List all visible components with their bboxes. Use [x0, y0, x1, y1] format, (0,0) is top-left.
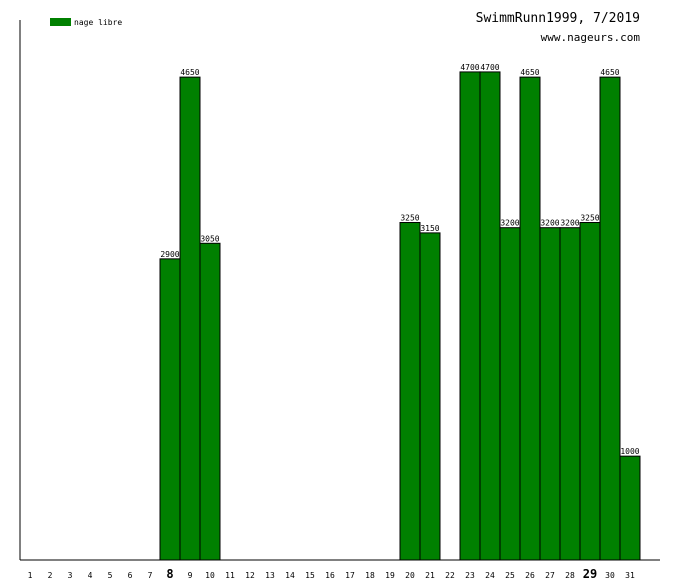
x-tick-label: 9: [188, 571, 193, 580]
x-tick-label: 24: [485, 571, 495, 580]
bar-day-23: [459, 71, 481, 561]
x-tick-label: 8: [166, 567, 173, 580]
bar-day-26: [519, 76, 541, 561]
bar-value-label: 4650: [520, 68, 539, 77]
x-tick-label: 18: [365, 571, 375, 580]
bar-day-24: [479, 71, 501, 561]
bar-value-label: 3050: [200, 234, 219, 243]
bar-day-20: [399, 222, 421, 561]
bar-value-label: 1000: [620, 447, 639, 456]
legend-swatch-nage-libre: [50, 18, 71, 26]
bar-day-27: [539, 227, 561, 561]
x-tick-label: 28: [565, 571, 575, 580]
bar-day-31: [619, 455, 641, 561]
bar-value-label: 4650: [600, 68, 619, 77]
bars-layer: [159, 71, 641, 561]
bar-day-8: [159, 258, 181, 561]
x-tick-label: 10: [205, 571, 215, 580]
x-tick-label: 1: [28, 571, 33, 580]
bar-value-label: 2900: [160, 250, 179, 259]
x-tick-labels-layer: 1 2 3 4 5 6 7 8 9 10 11 12 13 14 15 16 17 18 19 20 21 22 23 24 2…: [28, 567, 635, 580]
bar-day-9: [179, 76, 201, 561]
bar-day-10: [199, 242, 221, 561]
x-tick-label: 13: [265, 571, 275, 580]
x-tick-label: 22: [445, 571, 455, 580]
bar-value-label: 4700: [460, 63, 479, 72]
chart-subtitle: www.nageurs.com: [541, 31, 641, 44]
bar-value-label: 3250: [400, 214, 419, 223]
bar-value-label: 4650: [180, 68, 199, 77]
x-tick-label: 30: [605, 571, 615, 580]
bar-value-label: 3200: [500, 219, 519, 228]
x-tick-label: 16: [325, 571, 335, 580]
bar-day-28: [559, 227, 581, 561]
x-tick-label: 27: [545, 571, 555, 580]
legend-label-nage-libre: nage libre: [74, 18, 122, 27]
x-tick-label: 21: [425, 571, 435, 580]
bar-value-label: 3150: [420, 224, 439, 233]
x-tick-label: 11: [225, 571, 235, 580]
bar-value-label: 3250: [580, 214, 599, 223]
bar-value-label: 3200: [540, 219, 559, 228]
bar-day-21: [419, 232, 441, 561]
bar-day-30: [599, 76, 621, 561]
chart-title: SwimmRunn1999, 7/2019: [476, 11, 640, 26]
x-tick-label: 2: [48, 571, 53, 580]
x-tick-label: 25: [505, 571, 515, 580]
x-tick-label: 15: [305, 571, 315, 580]
x-tick-label: 14: [285, 571, 295, 580]
x-tick-label: 5: [108, 571, 113, 580]
x-tick-label: 3: [68, 571, 73, 580]
x-tick-label: 17: [345, 571, 355, 580]
x-tick-label: 29: [583, 567, 597, 580]
x-tick-label: 12: [245, 571, 255, 580]
bar-value-label: 4700: [480, 63, 499, 72]
x-tick-label: 4: [88, 571, 93, 580]
bar-day-25: [499, 227, 521, 561]
x-tick-label: 7: [148, 571, 153, 580]
bar-day-29: [579, 222, 601, 561]
x-tick-label: 20: [405, 571, 415, 580]
x-tick-label: 26: [525, 571, 535, 580]
x-tick-label: 31: [625, 571, 635, 580]
x-tick-label: 23: [465, 571, 475, 580]
x-tick-label: 19: [385, 571, 395, 580]
bar-value-label: 3200: [560, 219, 579, 228]
x-tick-label: 6: [128, 571, 133, 580]
